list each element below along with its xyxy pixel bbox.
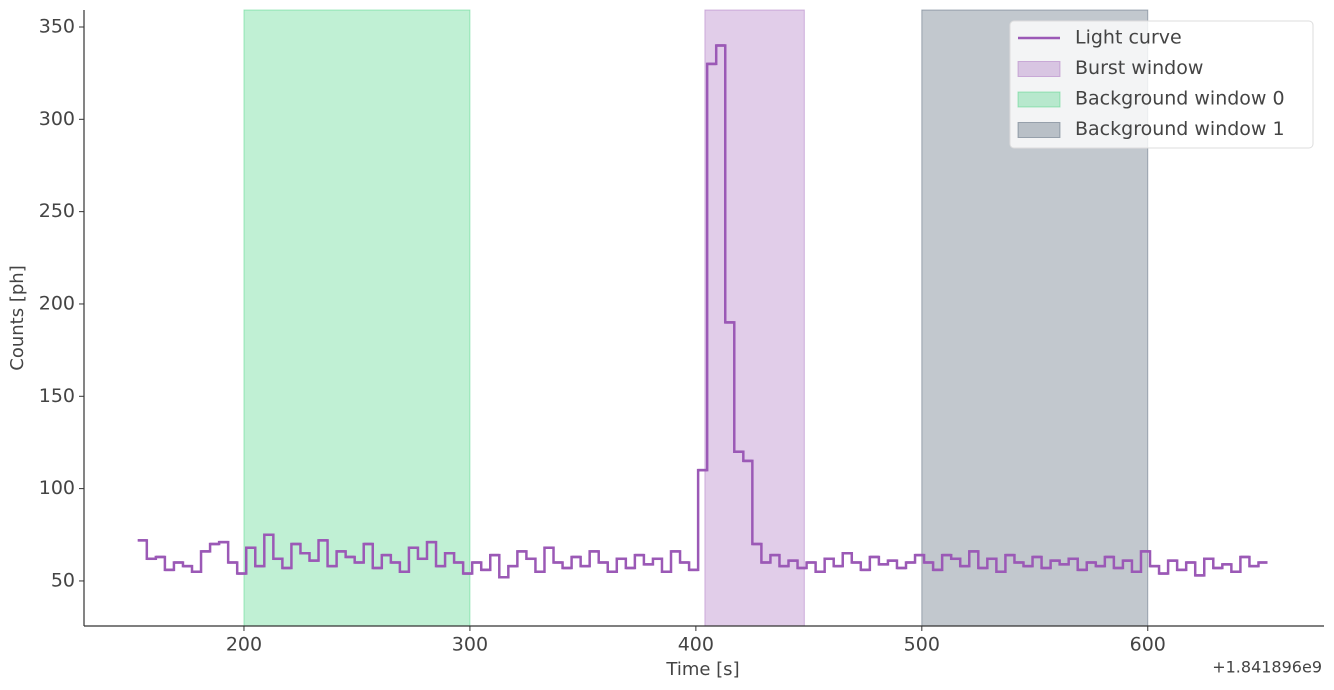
legend-swatch: [1017, 122, 1061, 138]
x-offset-label: +1.841896e9: [1212, 658, 1322, 677]
legend-label: Light curve: [1075, 27, 1182, 49]
x-tick-label: 500: [904, 634, 940, 656]
x-tick-label: 200: [226, 634, 262, 656]
x-tick-label: 600: [1130, 634, 1166, 656]
window-span: [704, 9, 805, 627]
legend-label: Burst window: [1075, 57, 1203, 79]
legend-swatch: [1017, 91, 1061, 108]
legend-box: [1009, 20, 1314, 149]
y-tick-label: 350: [39, 15, 75, 37]
x-tick-label: 400: [678, 634, 714, 656]
x-tick-label: 300: [452, 634, 488, 656]
legend-label: Background window 1: [1075, 118, 1285, 140]
legend-label: Background window 0: [1075, 88, 1285, 110]
y-axis-label: Counts [ph]: [7, 265, 28, 370]
y-tick-label: 50: [51, 569, 75, 591]
y-tick-label: 100: [39, 477, 75, 499]
window-span: [243, 9, 471, 627]
y-tick-label: 150: [39, 385, 75, 407]
y-tick-label: 300: [39, 108, 75, 130]
x-axis-label: Time [s]: [665, 659, 739, 680]
y-tick-label: 200: [39, 292, 75, 314]
legend-swatch: [1017, 61, 1061, 77]
y-tick-label: 250: [39, 200, 75, 222]
